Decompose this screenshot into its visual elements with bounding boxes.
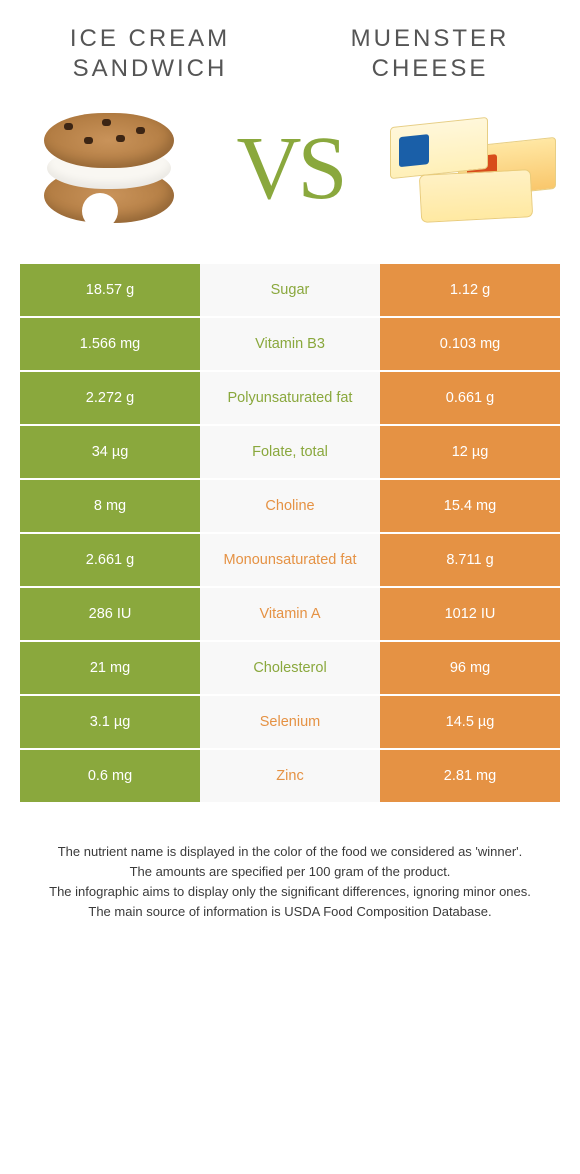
right-value-cell: 0.661 g [380, 372, 560, 424]
table-row: 8 mgCholine15.4 mg [20, 480, 560, 534]
left-value-cell: 0.6 mg [20, 750, 200, 802]
right-value-cell: 12 µg [380, 426, 560, 478]
nutrient-label-cell: Polyunsaturated fat [200, 372, 380, 424]
table-row: 0.6 mgZinc2.81 mg [20, 750, 560, 804]
cheese-pack-icon [386, 108, 556, 228]
left-value-cell: 1.566 mg [20, 318, 200, 370]
right-value-cell: 15.4 mg [380, 480, 560, 532]
right-value-cell: 96 mg [380, 642, 560, 694]
right-value-cell: 1.12 g [380, 264, 560, 316]
nutrient-label-cell: Vitamin B3 [200, 318, 380, 370]
nutrient-label-cell: Choline [200, 480, 380, 532]
nutrient-label-cell: Selenium [200, 696, 380, 748]
vs-label: VS [236, 117, 343, 220]
nutrient-label-cell: Monounsaturated fat [200, 534, 380, 586]
table-row: 21 mgCholesterol96 mg [20, 642, 560, 696]
right-value-cell: 0.103 mg [380, 318, 560, 370]
image-row: VS [0, 94, 580, 258]
table-row: 2.661 gMonounsaturated fat8.711 g [20, 534, 560, 588]
nutrient-label-cell: Cholesterol [200, 642, 380, 694]
table-row: 2.272 gPolyunsaturated fat0.661 g [20, 372, 560, 426]
footer-line: The nutrient name is displayed in the co… [36, 842, 544, 862]
table-row: 1.566 mgVitamin B30.103 mg [20, 318, 560, 372]
right-value-cell: 2.81 mg [380, 750, 560, 802]
nutrient-label-cell: Folate, total [200, 426, 380, 478]
footer-line: The amounts are specified per 100 gram o… [36, 862, 544, 882]
left-value-cell: 8 mg [20, 480, 200, 532]
left-food-title: Ice Cream Sandwich [10, 24, 290, 84]
left-value-cell: 2.272 g [20, 372, 200, 424]
left-value-cell: 18.57 g [20, 264, 200, 316]
cookie-sandwich-icon [44, 113, 174, 223]
right-food-title: Muenster Cheese [290, 24, 570, 84]
right-value-cell: 14.5 µg [380, 696, 560, 748]
table-row: 286 IUVitamin A1012 IU [20, 588, 560, 642]
right-value-cell: 8.711 g [380, 534, 560, 586]
footer-legend: The nutrient name is displayed in the co… [0, 804, 580, 949]
nutrient-label-cell: Zinc [200, 750, 380, 802]
left-food-image [24, 98, 194, 238]
right-food-image [386, 98, 556, 238]
left-value-cell: 286 IU [20, 588, 200, 640]
left-value-cell: 21 mg [20, 642, 200, 694]
footer-line: The infographic aims to display only the… [36, 882, 544, 902]
table-row: 34 µgFolate, total12 µg [20, 426, 560, 480]
right-value-cell: 1012 IU [380, 588, 560, 640]
nutrient-table: 18.57 gSugar1.12 g1.566 mgVitamin B30.10… [20, 264, 560, 804]
table-row: 18.57 gSugar1.12 g [20, 264, 560, 318]
footer-line: The main source of information is USDA F… [36, 902, 544, 922]
left-value-cell: 34 µg [20, 426, 200, 478]
nutrient-label-cell: Vitamin A [200, 588, 380, 640]
comparison-header: Ice Cream Sandwich Muenster Cheese [0, 0, 580, 94]
left-value-cell: 2.661 g [20, 534, 200, 586]
left-value-cell: 3.1 µg [20, 696, 200, 748]
nutrient-label-cell: Sugar [200, 264, 380, 316]
table-row: 3.1 µgSelenium14.5 µg [20, 696, 560, 750]
